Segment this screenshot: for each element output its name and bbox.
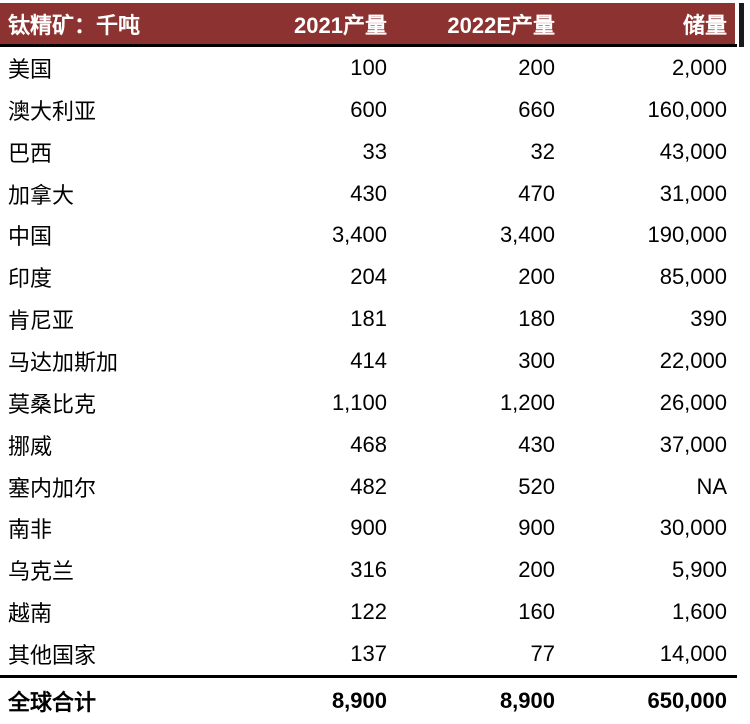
table-row: 巴西 33 32 43,000 (0, 131, 750, 173)
reserves-cell: 160,000 (647, 96, 727, 122)
reserves-cell: 26,000 (659, 389, 727, 415)
country-cell: 肯尼亚 (8, 308, 75, 334)
total-top-rule (0, 675, 737, 678)
prod-2021-cell: 482 (350, 473, 387, 499)
prod-2021-cell: 137 (350, 640, 387, 666)
table-row: 莫桑比克 1,100 1,200 26,000 (0, 382, 750, 424)
prod-2022e-cell: 300 (518, 347, 555, 373)
country-cell: 越南 (8, 601, 53, 627)
reserves-cell: 43,000 (659, 138, 727, 164)
country-cell: 美国 (8, 56, 53, 82)
prod-2021-cell: 3,400 (331, 222, 387, 248)
prod-2021-cell: 181 (350, 306, 387, 332)
prod-2021-cell: 1,100 (331, 389, 387, 415)
table-body: 美国 100 200 2,000 澳大利亚 600 660 160,000 巴西… (0, 47, 750, 675)
prod-2022e-cell: 1,200 (499, 389, 555, 415)
reserves-cell: 30,000 (659, 515, 727, 541)
prod-2022e-cell: 900 (518, 515, 555, 541)
prod-2022e-cell: 200 (518, 264, 555, 290)
reserves-cell: 14,000 (659, 640, 727, 666)
reserves-cell: NA (696, 473, 727, 499)
column-header-2021-production: 2021产量 (294, 12, 387, 38)
country-cell: 加拿大 (8, 182, 75, 208)
prod-2022e-cell: 32 (530, 138, 555, 164)
table-row: 塞内加尔 482 520 NA (0, 466, 750, 508)
country-cell: 乌克兰 (8, 559, 75, 585)
table-row: 加拿大 430 470 31,000 (0, 173, 750, 215)
column-header-reserves: 储量 (682, 12, 727, 38)
prod-2021-cell: 900 (350, 515, 387, 541)
prod-2021-cell: 100 (350, 54, 387, 80)
total-label-cell: 全球合计 (8, 690, 97, 715)
reserves-cell: 1,600 (671, 599, 727, 625)
table-row: 美国 100 200 2,000 (0, 47, 750, 89)
prod-2022e-cell: 3,400 (499, 222, 555, 248)
table-row: 乌克兰 316 200 5,900 (0, 549, 750, 591)
table-row: 肯尼亚 181 180 390 (0, 298, 750, 340)
prod-2021-cell: 468 (350, 431, 387, 457)
prod-2021-cell: 600 (350, 96, 387, 122)
table-row: 其他国家 137 77 14,000 (0, 633, 750, 675)
country-cell: 挪威 (8, 433, 53, 459)
country-cell: 马达加斯加 (8, 349, 119, 375)
reserves-cell: 2,000 (671, 54, 727, 80)
table-row: 马达加斯加 414 300 22,000 (0, 340, 750, 382)
total-reserves-cell: 650,000 (647, 688, 727, 713)
table-row: 印度 204 200 85,000 (0, 256, 750, 298)
prod-2021-cell: 316 (350, 557, 387, 583)
prod-2022e-cell: 200 (518, 54, 555, 80)
prod-2021-cell: 430 (350, 180, 387, 206)
prod-2022e-cell: 430 (518, 431, 555, 457)
reserves-cell: 31,000 (659, 180, 727, 206)
total-prod-2021-cell: 8,900 (331, 688, 387, 713)
prod-2021-cell: 33 (362, 138, 387, 164)
country-cell: 塞内加尔 (8, 475, 97, 501)
prod-2021-cell: 414 (350, 347, 387, 373)
prod-2022e-cell: 660 (518, 96, 555, 122)
reserves-cell: 390 (690, 306, 727, 332)
total-prod-2022e-cell: 8,900 (499, 688, 555, 713)
country-cell: 其他国家 (8, 642, 97, 668)
header-unit-label: 钛精矿：千吨 (8, 12, 141, 38)
table-row: 挪威 468 430 37,000 (0, 424, 750, 466)
table-row: 越南 122 160 1,600 (0, 591, 750, 633)
country-cell: 中国 (8, 224, 53, 250)
prod-2022e-cell: 470 (518, 180, 555, 206)
table-row: 中国 3,400 3,400 190,000 (0, 214, 750, 256)
reserves-cell: 22,000 (659, 347, 727, 373)
prod-2022e-cell: 77 (530, 640, 555, 666)
country-cell: 莫桑比克 (8, 391, 97, 417)
country-cell: 印度 (8, 266, 53, 292)
table-total-row: 全球合计 8,900 8,900 650,000 (0, 678, 750, 724)
prod-2022e-cell: 520 (518, 473, 555, 499)
reserves-cell: 5,900 (671, 557, 727, 583)
reserves-cell: 85,000 (659, 264, 727, 290)
country-cell: 巴西 (8, 140, 53, 166)
column-header-2022e-production: 2022E产量 (447, 12, 555, 38)
country-cell: 南非 (8, 517, 53, 543)
table-row: 南非 900 900 30,000 (0, 507, 750, 549)
prod-2022e-cell: 200 (518, 557, 555, 583)
prod-2022e-cell: 160 (518, 599, 555, 625)
header-right-divider (739, 3, 744, 47)
table-row: 澳大利亚 600 660 160,000 (0, 89, 750, 131)
prod-2021-cell: 122 (350, 599, 387, 625)
table-header-row: 钛精矿：千吨 2021产量 2022E产量 储量 (0, 3, 744, 47)
header-bottom-rule (0, 44, 737, 47)
reserves-cell: 37,000 (659, 431, 727, 457)
reserves-cell: 190,000 (647, 222, 727, 248)
prod-2021-cell: 204 (350, 264, 387, 290)
country-cell: 澳大利亚 (8, 98, 97, 124)
prod-2022e-cell: 180 (518, 306, 555, 332)
